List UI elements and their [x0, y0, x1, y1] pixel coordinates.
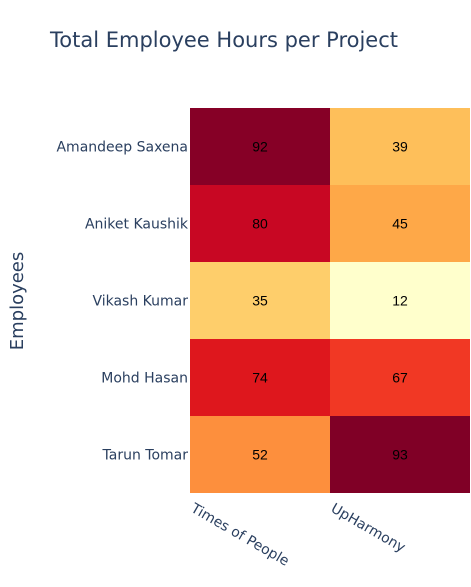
y-tick-label: Mohd Hasan	[101, 371, 188, 387]
heatmap-cell-value: 74	[252, 370, 268, 386]
y-tick-label: Amandeep Saxena	[56, 140, 188, 156]
heatmap-cell	[190, 416, 330, 493]
heatmap-cell-value: 35	[252, 293, 268, 309]
heatmap-cell-value: 92	[252, 139, 268, 155]
heatmap-cell	[330, 262, 470, 339]
heatmap-cell-value: 93	[392, 447, 408, 463]
y-tick-label: Aniket Kaushik	[85, 217, 189, 233]
heatmap-cell-value: 12	[392, 293, 408, 309]
heatmap-cell	[330, 339, 470, 416]
y-axis-label: Employees	[7, 252, 28, 351]
y-tick-labels: Amandeep Saxena Aniket Kaushik Vikash Kuma…	[56, 140, 188, 464]
heatmap-cell-value: 39	[392, 139, 408, 155]
heatmap-cell	[330, 416, 470, 493]
chart-title: Total Employee Hours per Project	[49, 28, 398, 52]
heatmap-cell	[190, 185, 330, 262]
heatmap-cell-value: 67	[392, 370, 408, 386]
heatmap-cell	[330, 185, 470, 262]
heatmap-cell-value: 45	[392, 216, 408, 232]
x-tick-label: UpHarmony	[328, 501, 408, 556]
y-tick-label: Vikash Kumar	[92, 294, 188, 310]
x-tick-label: Times of People	[187, 500, 292, 570]
heatmap-cell	[190, 108, 330, 185]
y-tick-label: Tarun Tomar	[102, 448, 189, 464]
x-tick-labels: Times of People UpHarmony	[187, 500, 408, 570]
heatmap-cell-labels: 92 39 80 45 35 12 74 67 52 93	[252, 139, 408, 463]
heatmap-cell	[190, 339, 330, 416]
heatmap-cell	[190, 262, 330, 339]
heatmap-cell	[330, 108, 470, 185]
heatmap-cell-value: 52	[252, 447, 268, 463]
heatmap-cells	[190, 108, 470, 493]
heatmap-cell-value: 80	[252, 216, 268, 232]
